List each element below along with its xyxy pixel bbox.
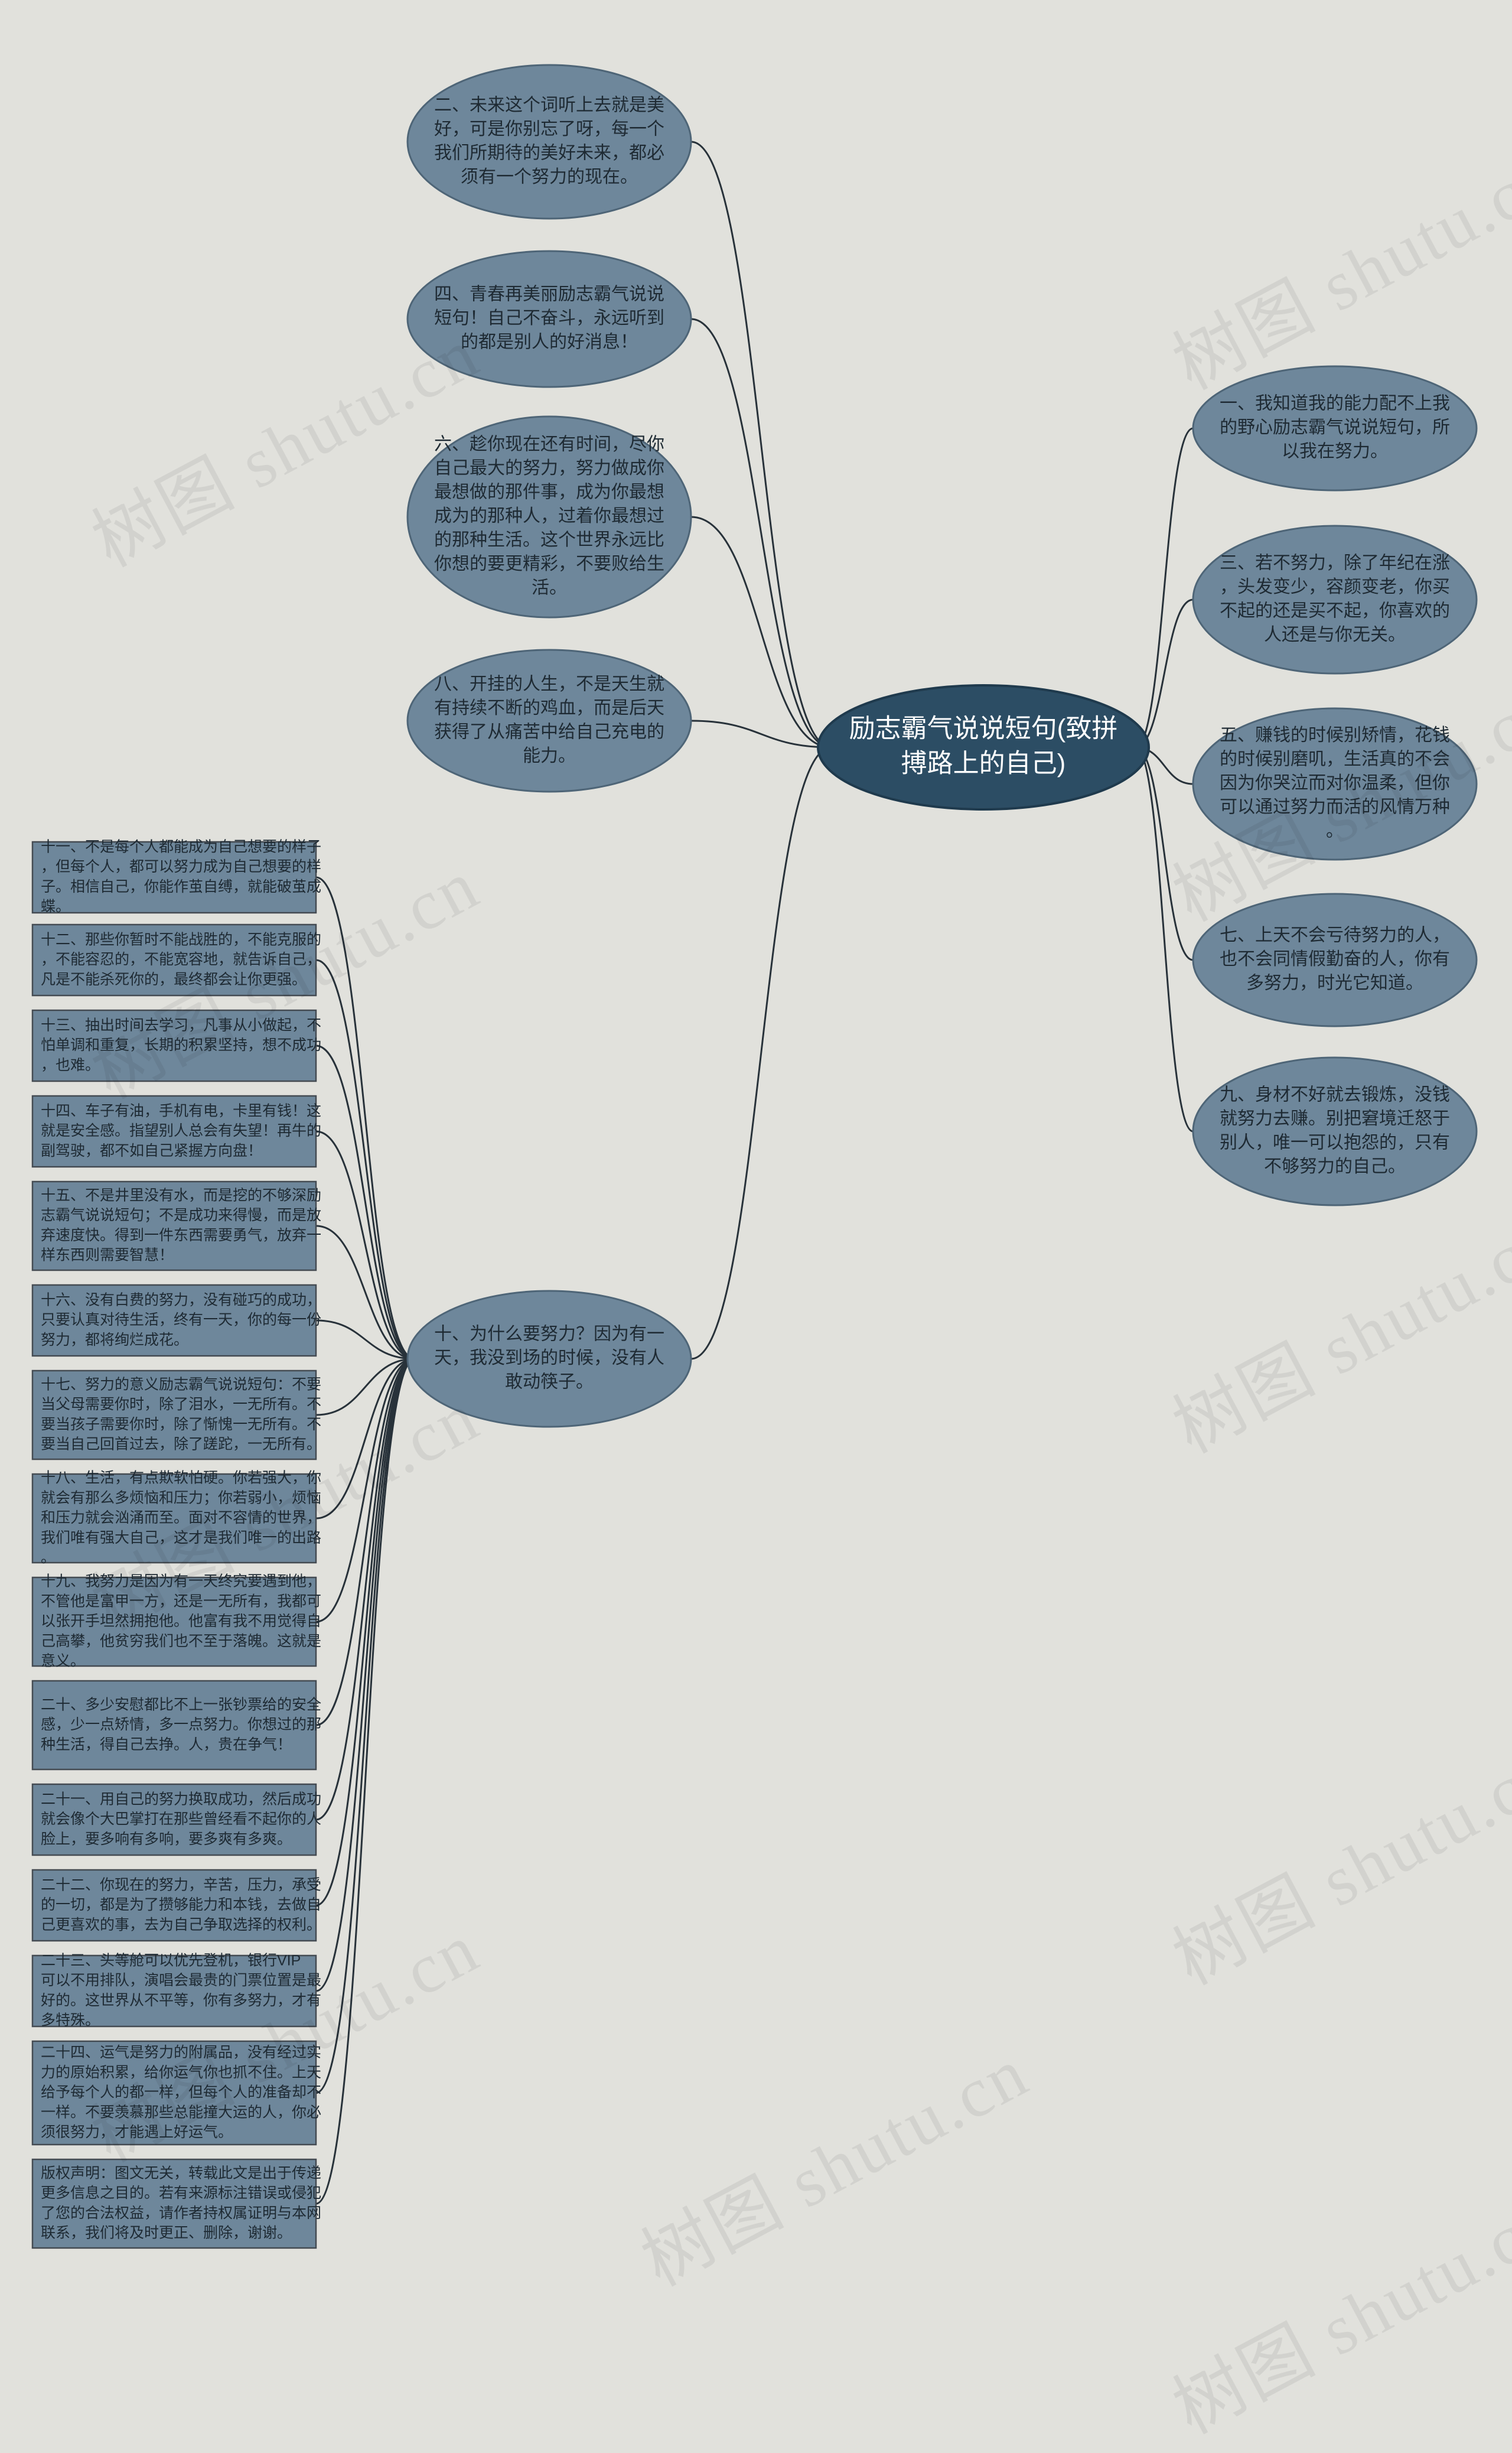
left-node[interactable]: 八、开挂的人生，不是天生就有持续不断的鸡血，而是后天获得了从痛苦中给自己充电的能… xyxy=(408,650,691,792)
svg-text:十二、那些你暂时不能战胜的，不能克服的，不能容忍的，不能宽容: 十二、那些你暂时不能战胜的，不能克服的，不能容忍的，不能宽容地，就告诉自己，凡是… xyxy=(41,931,321,988)
leaf-rect[interactable]: 十一、不是每个人都能成为自己想要的样子，但每个人，都可以努力成为自己想要的样子。… xyxy=(32,838,321,915)
svg-text:二十二、你现在的努力，辛苦，压力，承受的一切，都是为了攒够能: 二十二、你现在的努力，辛苦，压力，承受的一切，都是为了攒够能力和本钱，去做自己更… xyxy=(41,1876,321,1933)
leaf-rect[interactable]: 十五、不是井里没有水，而是挖的不够深励志霸气说说短句；不是成功来得慢，而是放弃速… xyxy=(32,1182,321,1270)
leaf-rect[interactable]: 十三、抽出时间去学习，凡事从小做起，不怕单调和重复，长期的积累坚持，想不成功，也… xyxy=(32,1010,321,1081)
edge xyxy=(691,142,831,747)
edge xyxy=(316,1359,415,1820)
edge xyxy=(691,517,831,747)
left-node[interactable]: 二、未来这个词听上去就是美好，可是你别忘了呀，每一个我们所期待的美好未来，都必须… xyxy=(408,65,691,219)
leaf-rect[interactable]: 十六、没有白费的努力，没有碰巧的成功，只要认真对待生活，终有一天，你的每一份努力… xyxy=(32,1285,321,1356)
edge xyxy=(316,877,415,1359)
leaf-rect[interactable]: 十二、那些你暂时不能战胜的，不能克服的，不能容忍的，不能宽容地，就告诉自己，凡是… xyxy=(32,925,321,995)
leaf-rect[interactable]: 二十四、运气是努力的附属品，没有经过实力的原始积累，给你运气你也抓不住。上天给予… xyxy=(32,2041,321,2145)
edge xyxy=(316,1320,415,1359)
root-node[interactable]: 励志霸气说说短句(致拼搏路上的自己) xyxy=(818,685,1149,809)
svg-text:六、趁你现在还有时间，尽你自己最大的努力，努力做成你最想做的: 六、趁你现在还有时间，尽你自己最大的努力，努力做成你最想做的那件事，成为你最想成… xyxy=(434,434,664,597)
edge xyxy=(316,960,415,1359)
leaf-rect[interactable]: 二十一、用自己的努力换取成功，然后成功就会像个大巴掌打在那些曾经看不起你的人脸上… xyxy=(32,1784,321,1855)
right-node[interactable]: 九、身材不好就去锻炼，没钱就努力去赚。别把窘境迁怒于别人，唯一可以抱怨的，只有不… xyxy=(1193,1058,1477,1205)
right-node[interactable]: 五、赚钱的时候别矫情，花钱的时候别磨叽，生活真的不会因为你哭泣而对你温柔，但你可… xyxy=(1193,708,1477,860)
right-node[interactable]: 七、上天不会亏待努力的人，也不会同情假勤奋的人，你有多努力，时光它知道。 xyxy=(1193,894,1477,1026)
edge xyxy=(691,747,831,1359)
leaf-rect[interactable]: 十四、车子有油，手机有电，卡里有钱！这就是安全感。指望别人总会有失望！再牛的副驾… xyxy=(32,1096,321,1167)
right-node[interactable]: 三、若不努力，除了年纪在涨，头发变少，容颜变老，你买不起的还是买不起，你喜欢的人… xyxy=(1193,526,1477,674)
edge xyxy=(1136,600,1193,747)
edge xyxy=(1136,747,1193,1131)
svg-text:四、青春再美丽励志霸气说说短句！自己不奋斗，永远听到的都是别: 四、青春再美丽励志霸气说说短句！自己不奋斗，永远听到的都是别人的好消息！ xyxy=(434,284,664,352)
left-node[interactable]: 四、青春再美丽励志霸气说说短句！自己不奋斗，永远听到的都是别人的好消息！ xyxy=(408,251,691,387)
left-node[interactable]: 六、趁你现在还有时间，尽你自己最大的努力，努力做成你最想做的那件事，成为你最想成… xyxy=(408,417,691,617)
edge xyxy=(1136,428,1193,747)
mindmap-svg: 励志霸气说说短句(致拼搏路上的自己) 一、我知道我的能力配不上我的野心励志霸气说说… xyxy=(0,0,1512,2344)
edge xyxy=(691,319,831,747)
svg-text:二十一、用自己的努力换取成功，然后成功就会像个大巴掌打在那些: 二十一、用自己的努力换取成功，然后成功就会像个大巴掌打在那些曾经看不起你的人脸上… xyxy=(41,1791,321,1847)
edge xyxy=(316,1359,415,2093)
leaf-rect[interactable]: 二十、多少安慰都比不上一张钞票给的安全感，少一点矫情，多一点努力。你想过的那种生… xyxy=(32,1681,321,1769)
leaf-rect[interactable]: 十七、努力的意义励志霸气说说短句：不要当父母需要你时，除了泪水，一无所有。不要当… xyxy=(32,1371,321,1459)
right-node[interactable]: 一、我知道我的能力配不上我的野心励志霸气说说短句，所以我在努力。 xyxy=(1193,366,1477,490)
svg-text:二十、多少安慰都比不上一张钞票给的安全感，少一点矫情，多一点: 二十、多少安慰都比不上一张钞票给的安全感，少一点矫情，多一点努力。你想过的那种生… xyxy=(41,1696,321,1753)
svg-text:七、上天不会亏待努力的人，也不会同情假勤奋的人，你有多努力，: 七、上天不会亏待努力的人，也不会同情假勤奋的人，你有多努力，时光它知道。 xyxy=(1220,925,1450,993)
left-node[interactable]: 十、为什么要努力？因为有一天，我没到场的时候，没有人敢动筷子。 xyxy=(408,1291,691,1427)
edge xyxy=(316,1046,415,1359)
leaf-rect[interactable]: 十九、我努力是因为有一天终究要遇到他，不管他是富甲一方，还是一无所有，我都可以张… xyxy=(32,1573,321,1669)
leaf-rect[interactable]: 版权声明：图文无关，转载此文是出于传递更多信息之目的。若有来源标注错误或侵犯了您… xyxy=(32,2159,321,2248)
leaf-rect[interactable]: 二十二、你现在的努力，辛苦，压力，承受的一切，都是为了攒够能力和本钱，去做自己更… xyxy=(32,1870,321,1941)
edge xyxy=(316,1359,415,1991)
leaf-rect[interactable]: 二十三、头等舱可以优先登机，银行VIP可以不用排队，演唱会最贵的门票位置是最好的… xyxy=(32,1952,321,2028)
leaf-rect[interactable]: 十八、生活，有点欺软怕硬。你若强大，你就会有那么多烦恼和压力；你若弱小，烦恼和压… xyxy=(32,1469,321,1566)
